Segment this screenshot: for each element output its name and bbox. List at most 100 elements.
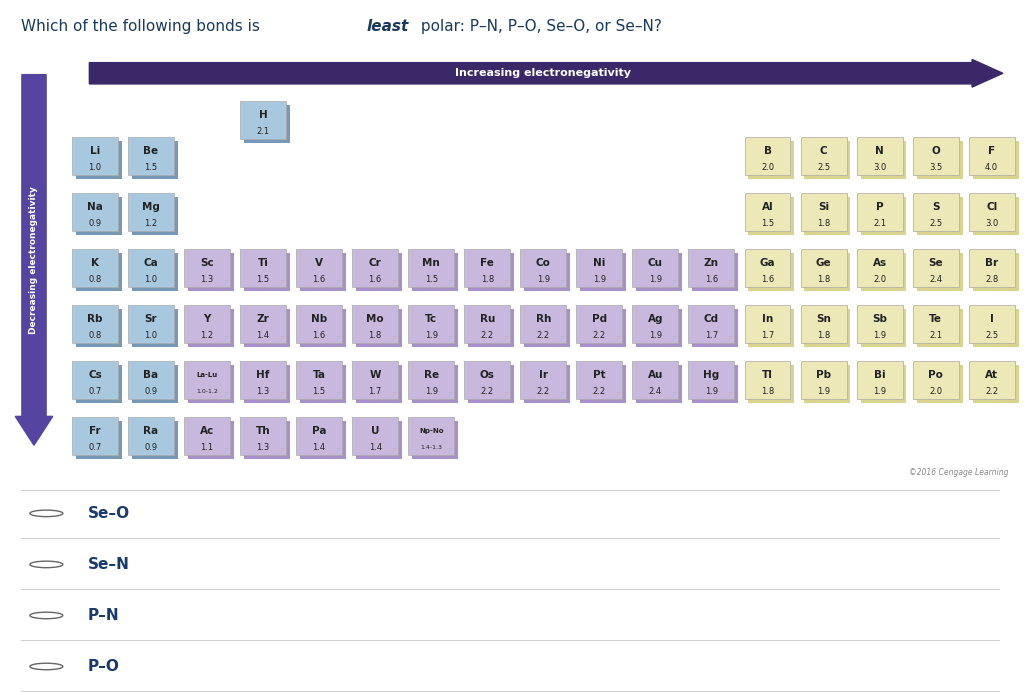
FancyBboxPatch shape: [800, 193, 847, 231]
Text: Sr: Sr: [144, 314, 158, 324]
FancyBboxPatch shape: [76, 141, 122, 179]
FancyBboxPatch shape: [184, 361, 230, 399]
Text: Np-No: Np-No: [419, 428, 444, 434]
FancyBboxPatch shape: [972, 309, 1019, 347]
Text: F: F: [988, 146, 995, 156]
Text: 1.3: 1.3: [201, 275, 213, 284]
FancyBboxPatch shape: [465, 249, 510, 287]
FancyBboxPatch shape: [408, 249, 454, 287]
FancyBboxPatch shape: [972, 253, 1019, 291]
Text: 1.9: 1.9: [649, 275, 662, 284]
Text: 2.4: 2.4: [929, 275, 942, 284]
FancyBboxPatch shape: [300, 253, 346, 291]
Text: Cu: Cu: [648, 258, 663, 268]
Text: U: U: [371, 426, 379, 436]
FancyBboxPatch shape: [465, 305, 510, 343]
Text: 1.5: 1.5: [144, 163, 158, 172]
FancyBboxPatch shape: [800, 137, 847, 175]
Text: 1.0-1.2: 1.0-1.2: [196, 390, 218, 394]
Text: Which of the following bonds is: Which of the following bonds is: [21, 19, 265, 35]
Text: 0.7: 0.7: [89, 388, 102, 397]
Text: Si: Si: [818, 202, 829, 212]
Text: 1.9: 1.9: [593, 275, 606, 284]
Text: 2.2: 2.2: [537, 331, 550, 340]
FancyBboxPatch shape: [749, 365, 794, 403]
FancyBboxPatch shape: [188, 253, 234, 291]
FancyBboxPatch shape: [520, 249, 566, 287]
Text: 1.9: 1.9: [817, 388, 830, 397]
FancyBboxPatch shape: [76, 197, 122, 235]
Text: Se–O: Se–O: [88, 506, 130, 521]
Text: 1.5: 1.5: [424, 275, 438, 284]
Text: Tc: Tc: [425, 314, 438, 324]
FancyBboxPatch shape: [860, 309, 906, 347]
FancyBboxPatch shape: [917, 253, 962, 291]
FancyBboxPatch shape: [356, 253, 402, 291]
FancyBboxPatch shape: [240, 101, 286, 139]
Text: As: As: [872, 258, 887, 268]
FancyBboxPatch shape: [72, 305, 118, 343]
Text: 1.8: 1.8: [481, 275, 494, 284]
FancyBboxPatch shape: [637, 253, 682, 291]
FancyBboxPatch shape: [352, 417, 399, 455]
FancyBboxPatch shape: [692, 365, 739, 403]
Text: 2.2: 2.2: [537, 388, 550, 397]
Text: 1.9: 1.9: [537, 275, 550, 284]
FancyBboxPatch shape: [76, 421, 122, 459]
FancyBboxPatch shape: [580, 253, 626, 291]
FancyBboxPatch shape: [356, 365, 402, 403]
FancyBboxPatch shape: [749, 253, 794, 291]
Text: Po: Po: [928, 370, 943, 380]
Text: 4.0: 4.0: [985, 163, 998, 172]
FancyBboxPatch shape: [968, 137, 1015, 175]
FancyBboxPatch shape: [749, 197, 794, 235]
FancyBboxPatch shape: [968, 305, 1015, 343]
Text: Ni: Ni: [593, 258, 606, 268]
FancyBboxPatch shape: [968, 361, 1015, 399]
FancyBboxPatch shape: [469, 253, 514, 291]
Text: 1.5: 1.5: [312, 388, 325, 397]
FancyBboxPatch shape: [972, 141, 1019, 179]
Text: 1.6: 1.6: [312, 275, 325, 284]
FancyBboxPatch shape: [524, 365, 571, 403]
FancyBboxPatch shape: [632, 361, 679, 399]
Text: 1.7: 1.7: [369, 388, 382, 397]
FancyBboxPatch shape: [297, 417, 342, 455]
Text: Pd: Pd: [592, 314, 607, 324]
Text: I: I: [990, 314, 994, 324]
Text: Ge: Ge: [816, 258, 831, 268]
Text: Increasing electronegativity: Increasing electronegativity: [455, 69, 631, 78]
FancyBboxPatch shape: [76, 253, 122, 291]
FancyBboxPatch shape: [412, 421, 458, 459]
Text: H: H: [259, 110, 268, 120]
Text: Ti: Ti: [258, 258, 269, 268]
Text: Br: Br: [985, 258, 998, 268]
FancyBboxPatch shape: [745, 137, 790, 175]
FancyBboxPatch shape: [188, 421, 234, 459]
FancyBboxPatch shape: [632, 249, 679, 287]
FancyBboxPatch shape: [800, 249, 847, 287]
Text: Pb: Pb: [816, 370, 831, 380]
FancyBboxPatch shape: [632, 305, 679, 343]
FancyBboxPatch shape: [913, 305, 959, 343]
Text: Pa: Pa: [312, 426, 327, 436]
FancyBboxPatch shape: [184, 417, 230, 455]
FancyBboxPatch shape: [860, 197, 906, 235]
Text: Rh: Rh: [536, 314, 551, 324]
FancyBboxPatch shape: [128, 361, 174, 399]
FancyBboxPatch shape: [352, 361, 399, 399]
Text: P–N: P–N: [88, 608, 119, 623]
Text: Co: Co: [536, 258, 551, 268]
Text: Ga: Ga: [760, 258, 776, 268]
Text: Ca: Ca: [143, 258, 159, 268]
Text: Th: Th: [255, 426, 271, 436]
FancyBboxPatch shape: [917, 309, 962, 347]
FancyBboxPatch shape: [297, 249, 342, 287]
FancyBboxPatch shape: [800, 305, 847, 343]
FancyBboxPatch shape: [72, 361, 118, 399]
FancyBboxPatch shape: [804, 197, 851, 235]
FancyBboxPatch shape: [520, 305, 566, 343]
Text: 2.4: 2.4: [649, 388, 662, 397]
FancyBboxPatch shape: [692, 253, 739, 291]
FancyBboxPatch shape: [857, 193, 902, 231]
